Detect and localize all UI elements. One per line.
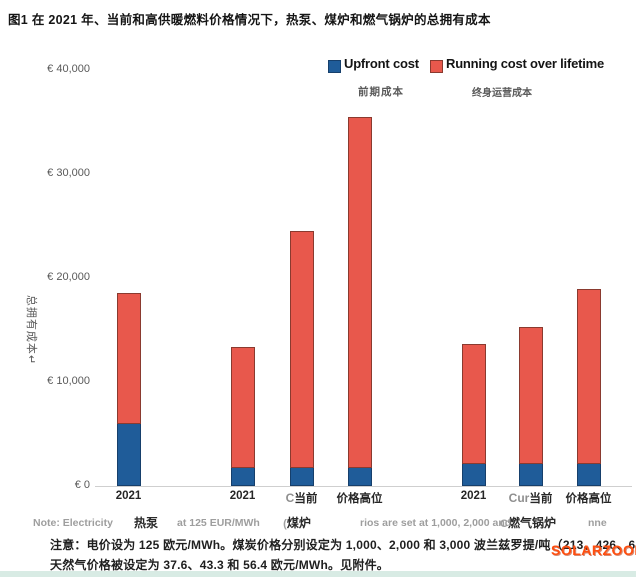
x-axis-tick-label: C当前 xyxy=(260,490,344,506)
tick-label-text: 当前 xyxy=(294,493,318,505)
legend-label-upfront: Upfront cost xyxy=(344,56,419,71)
x-axis-tick-label: 价格高位 xyxy=(318,490,402,506)
legend-label-running: Running cost over lifetime xyxy=(446,56,605,71)
group-label-text: 燃气锅炉 xyxy=(507,516,556,530)
note-line-2: 天然气价格被设定为 37.6、43.3 和 56.4 欧元/MWh。见附件。 xyxy=(50,558,389,572)
x-axis-group-label: C燃气锅炉 xyxy=(473,514,583,531)
tick-label-text: 2021 xyxy=(229,490,256,502)
tick-label-text: 价格高位 xyxy=(336,493,383,505)
x-axis-tick-label: 2021 xyxy=(432,490,516,502)
bar-segment-running xyxy=(518,326,543,465)
stacked-bar xyxy=(116,292,141,486)
bar-segment-running xyxy=(116,292,141,424)
bar-segment-upfront xyxy=(230,468,255,486)
x-axis-group-label: 热泵 xyxy=(91,514,201,531)
english-note-remnant: Note: Electricity xyxy=(33,517,113,529)
group-label-english-remnant: ( xyxy=(283,518,287,530)
stacked-bar xyxy=(289,231,314,486)
solarzoom-watermark: SOLARZOOM xyxy=(551,542,636,558)
x-axis-tick-label: 价格高位 xyxy=(547,490,631,506)
tick-label-text: 2021 xyxy=(115,490,142,502)
x-axis-tick-label: 2021 xyxy=(87,490,171,502)
stacked-bar xyxy=(518,326,543,486)
chart-title: 图1 在 2021 年、当前和高供暖燃料价格情况下，热泵、煤炉和燃气锅炉的总拥有… xyxy=(8,13,491,27)
bar-segment-running xyxy=(289,231,314,469)
y-axis-tick: € 30,000 xyxy=(47,167,90,179)
bar-segment-upfront xyxy=(518,464,543,486)
bar-segment-running xyxy=(230,346,255,469)
bar-segment-running xyxy=(461,343,486,465)
x-axis-line xyxy=(95,486,632,487)
english-note-remnant: nne xyxy=(588,517,607,529)
stacked-bar xyxy=(461,343,486,486)
tick-label-text: 2021 xyxy=(460,490,487,502)
bar-segment-upfront xyxy=(347,468,372,486)
y-axis-tick: € 10,000 xyxy=(47,375,90,387)
x-axis-tick-label: 2021 xyxy=(201,490,285,502)
tick-label-text: 价格高位 xyxy=(565,493,612,505)
stacked-bar xyxy=(576,289,601,486)
bar-segment-upfront xyxy=(576,464,601,486)
legend-swatch-upfront-icon xyxy=(328,60,341,73)
tick-label-english-remnant: Cur xyxy=(508,491,530,505)
bottom-strip xyxy=(0,571,636,577)
group-label-english-remnant: C xyxy=(500,518,508,530)
stacked-bar xyxy=(347,116,372,486)
note-line-1: 注意：电价设为 125 欧元/MWh。煤炭价格分别设定为 1,000、2,000… xyxy=(50,538,636,552)
x-axis-tick-label: Cur当前 xyxy=(489,490,573,506)
legend-cn-upfront: 前期成本 xyxy=(358,86,404,98)
x-axis-group-label: (煤炉 xyxy=(242,514,352,531)
english-note-remnant: at 125 EUR/MWh xyxy=(177,517,260,529)
tick-label-text: 当前 xyxy=(529,493,553,505)
tick-label-english-remnant: C xyxy=(285,491,295,505)
y-axis-tick: € 40,000 xyxy=(47,63,90,75)
group-label-text: 热泵 xyxy=(133,516,158,530)
stacked-bar xyxy=(230,346,255,486)
legend-swatch-running-icon xyxy=(430,60,443,73)
bar-segment-upfront xyxy=(116,423,141,486)
english-note-remnant: rios are set at 1,000, 2,000 and xyxy=(360,517,512,529)
legend-cn-running: 终身运营成本 xyxy=(472,88,532,99)
bar-segment-running xyxy=(347,116,372,469)
bar-segment-running xyxy=(576,289,601,465)
y-axis-tick: € 20,000 xyxy=(47,271,90,283)
y-axis-tick: € 0 xyxy=(74,479,90,491)
bar-segment-upfront xyxy=(461,464,486,486)
group-label-text: 煤炉 xyxy=(286,516,311,530)
bar-segment-upfront xyxy=(289,468,314,486)
